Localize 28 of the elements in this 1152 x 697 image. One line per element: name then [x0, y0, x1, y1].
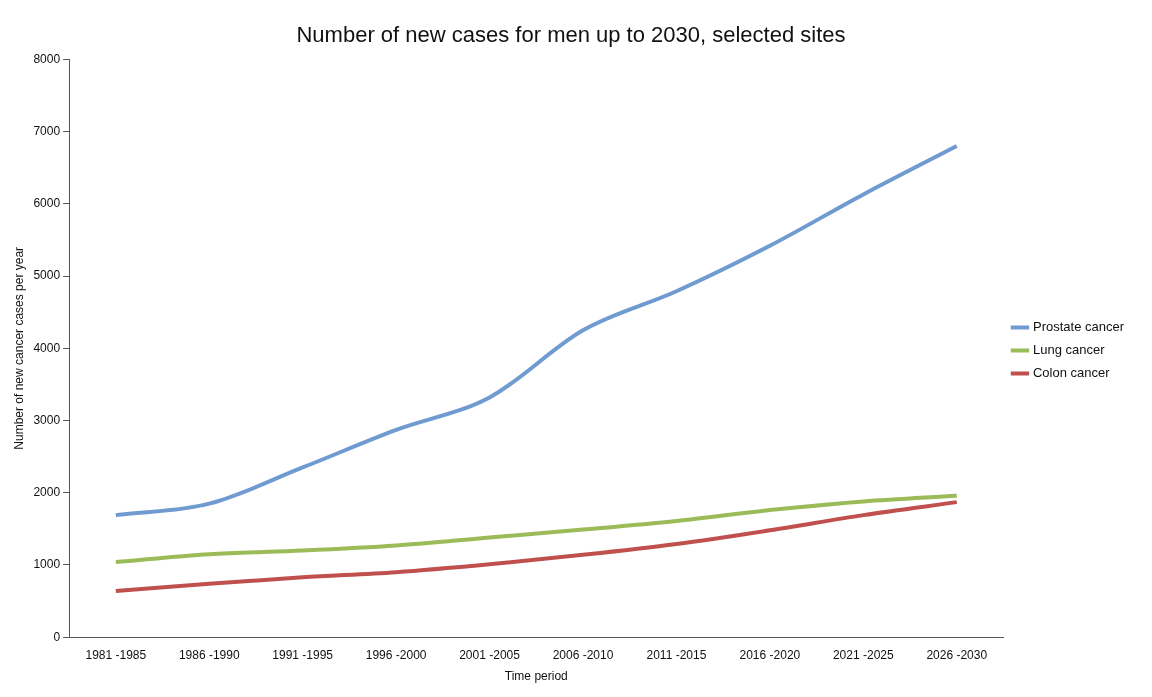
x-tick-label: 1991 -1995 [272, 647, 334, 662]
y-tick-label: 8000 [33, 51, 61, 66]
y-tick-label: 1000 [33, 557, 61, 572]
y-tick-label: 5000 [33, 268, 61, 283]
legend-label: Prostate cancer [1032, 319, 1125, 335]
x-tick-label: 1981 -1985 [85, 647, 147, 662]
x-axis-title: Time period [504, 669, 568, 684]
y-tick-label: 4000 [33, 340, 61, 355]
x-tick-label: 1996 -2000 [365, 647, 427, 662]
line-series [113, 500, 959, 593]
x-tick-label: 2016 -2020 [739, 647, 801, 662]
y-axis-title: Number of new cancer cases per year [11, 246, 26, 450]
x-tick-label: 2021 -2025 [832, 647, 894, 662]
x-tick-label: 1986 -1990 [178, 647, 240, 662]
chart-title: Number of new cases for men up to 2030, selected sites [296, 22, 846, 48]
y-tick-label: 3000 [33, 412, 61, 427]
y-tick-label: 2000 [33, 485, 61, 500]
legend-label: Colon cancer [1032, 365, 1111, 381]
x-tick-label: 2001 -2005 [459, 647, 521, 662]
line-series [113, 144, 959, 518]
legend-label: Lung cancer [1032, 342, 1106, 358]
x-tick-label: 2006 -2010 [552, 647, 614, 662]
x-tick-label: 2026 -2030 [926, 647, 988, 662]
x-tick-label: 2011 -2015 [646, 647, 707, 662]
y-tick-label: 6000 [33, 196, 61, 211]
line-series [113, 493, 959, 565]
y-tick-label: 0 [53, 629, 61, 644]
y-tick-label: 7000 [33, 123, 61, 138]
